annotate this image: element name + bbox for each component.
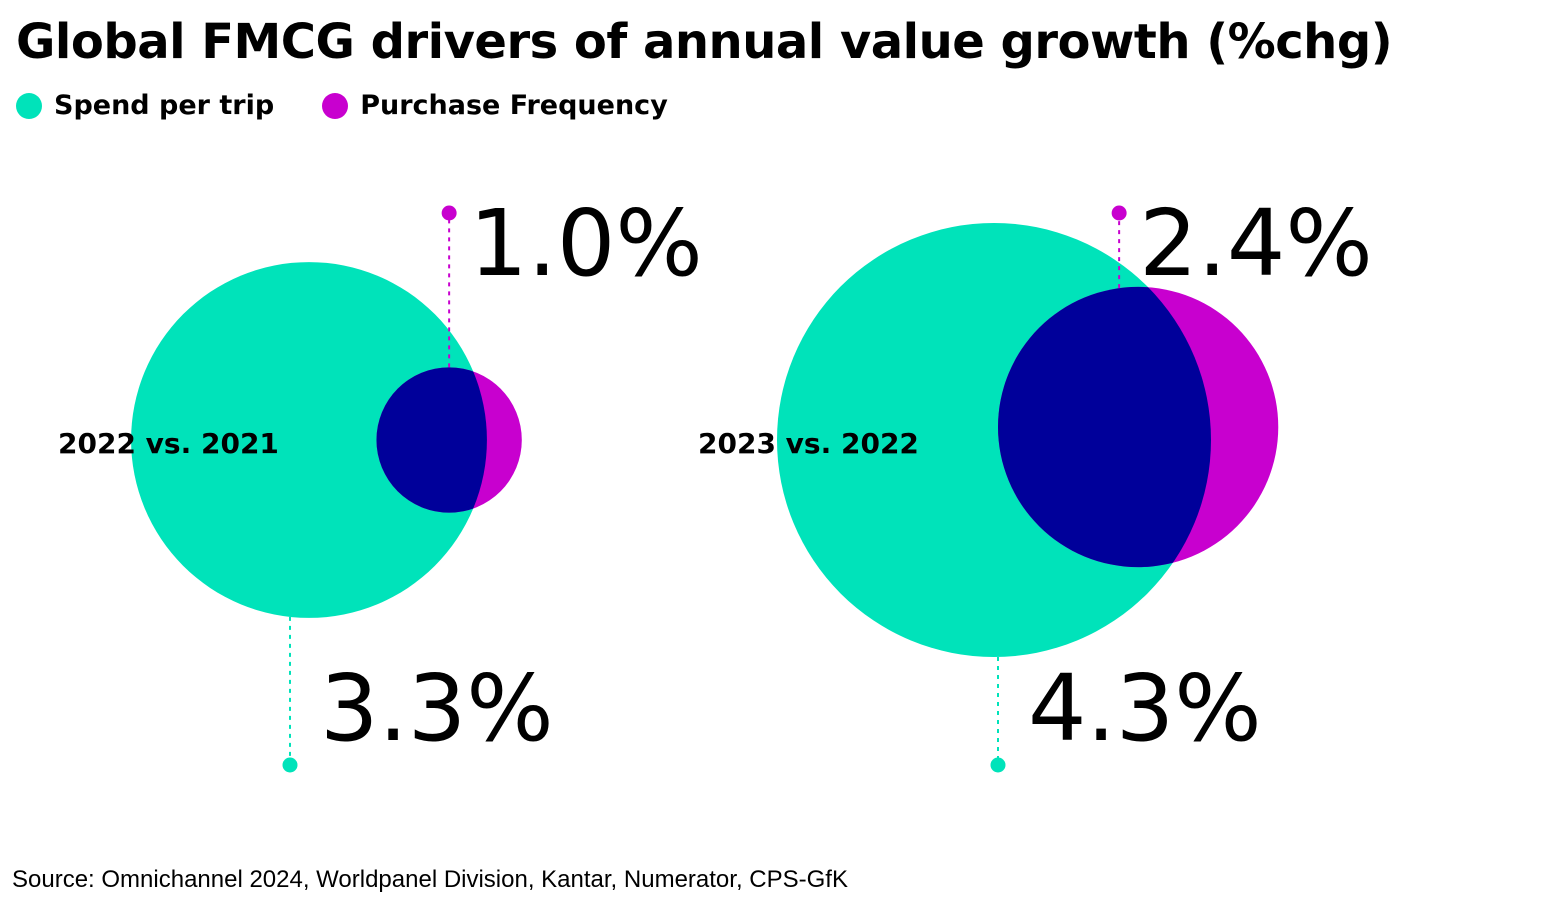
data-label-spend-0: 3.3% <box>320 655 554 762</box>
data-label-spend-1: 4.3% <box>1028 655 1262 762</box>
leader-dot-frequency-1 <box>1111 205 1127 221</box>
legend-label-frequency: Purchase Frequency <box>360 90 668 121</box>
source-note: Source: Omnichannel 2024, Worldpanel Div… <box>12 866 848 893</box>
data-label-frequency-1: 2.4% <box>1139 190 1373 297</box>
leader-dot-spend-1 <box>990 757 1006 773</box>
leader-dot-frequency-0 <box>441 205 457 221</box>
category-label-1: 2023 vs. 2022 <box>698 427 919 460</box>
category-label-0: 2022 vs. 2021 <box>58 427 279 460</box>
legend-item-spend: Spend per trip <box>16 90 274 121</box>
bubble-spend-0 <box>131 262 487 618</box>
chart-title: Global FMCG drivers of annual value grow… <box>16 14 1393 70</box>
legend-item-frequency: Purchase Frequency <box>322 90 668 121</box>
leader-dot-spend-0 <box>282 757 298 773</box>
legend: Spend per trip Purchase Frequency <box>16 90 668 121</box>
legend-swatch-frequency <box>322 92 349 119</box>
data-label-frequency-0: 1.0% <box>469 190 703 297</box>
legend-swatch-spend <box>16 92 42 119</box>
legend-label-spend: Spend per trip <box>54 90 275 121</box>
